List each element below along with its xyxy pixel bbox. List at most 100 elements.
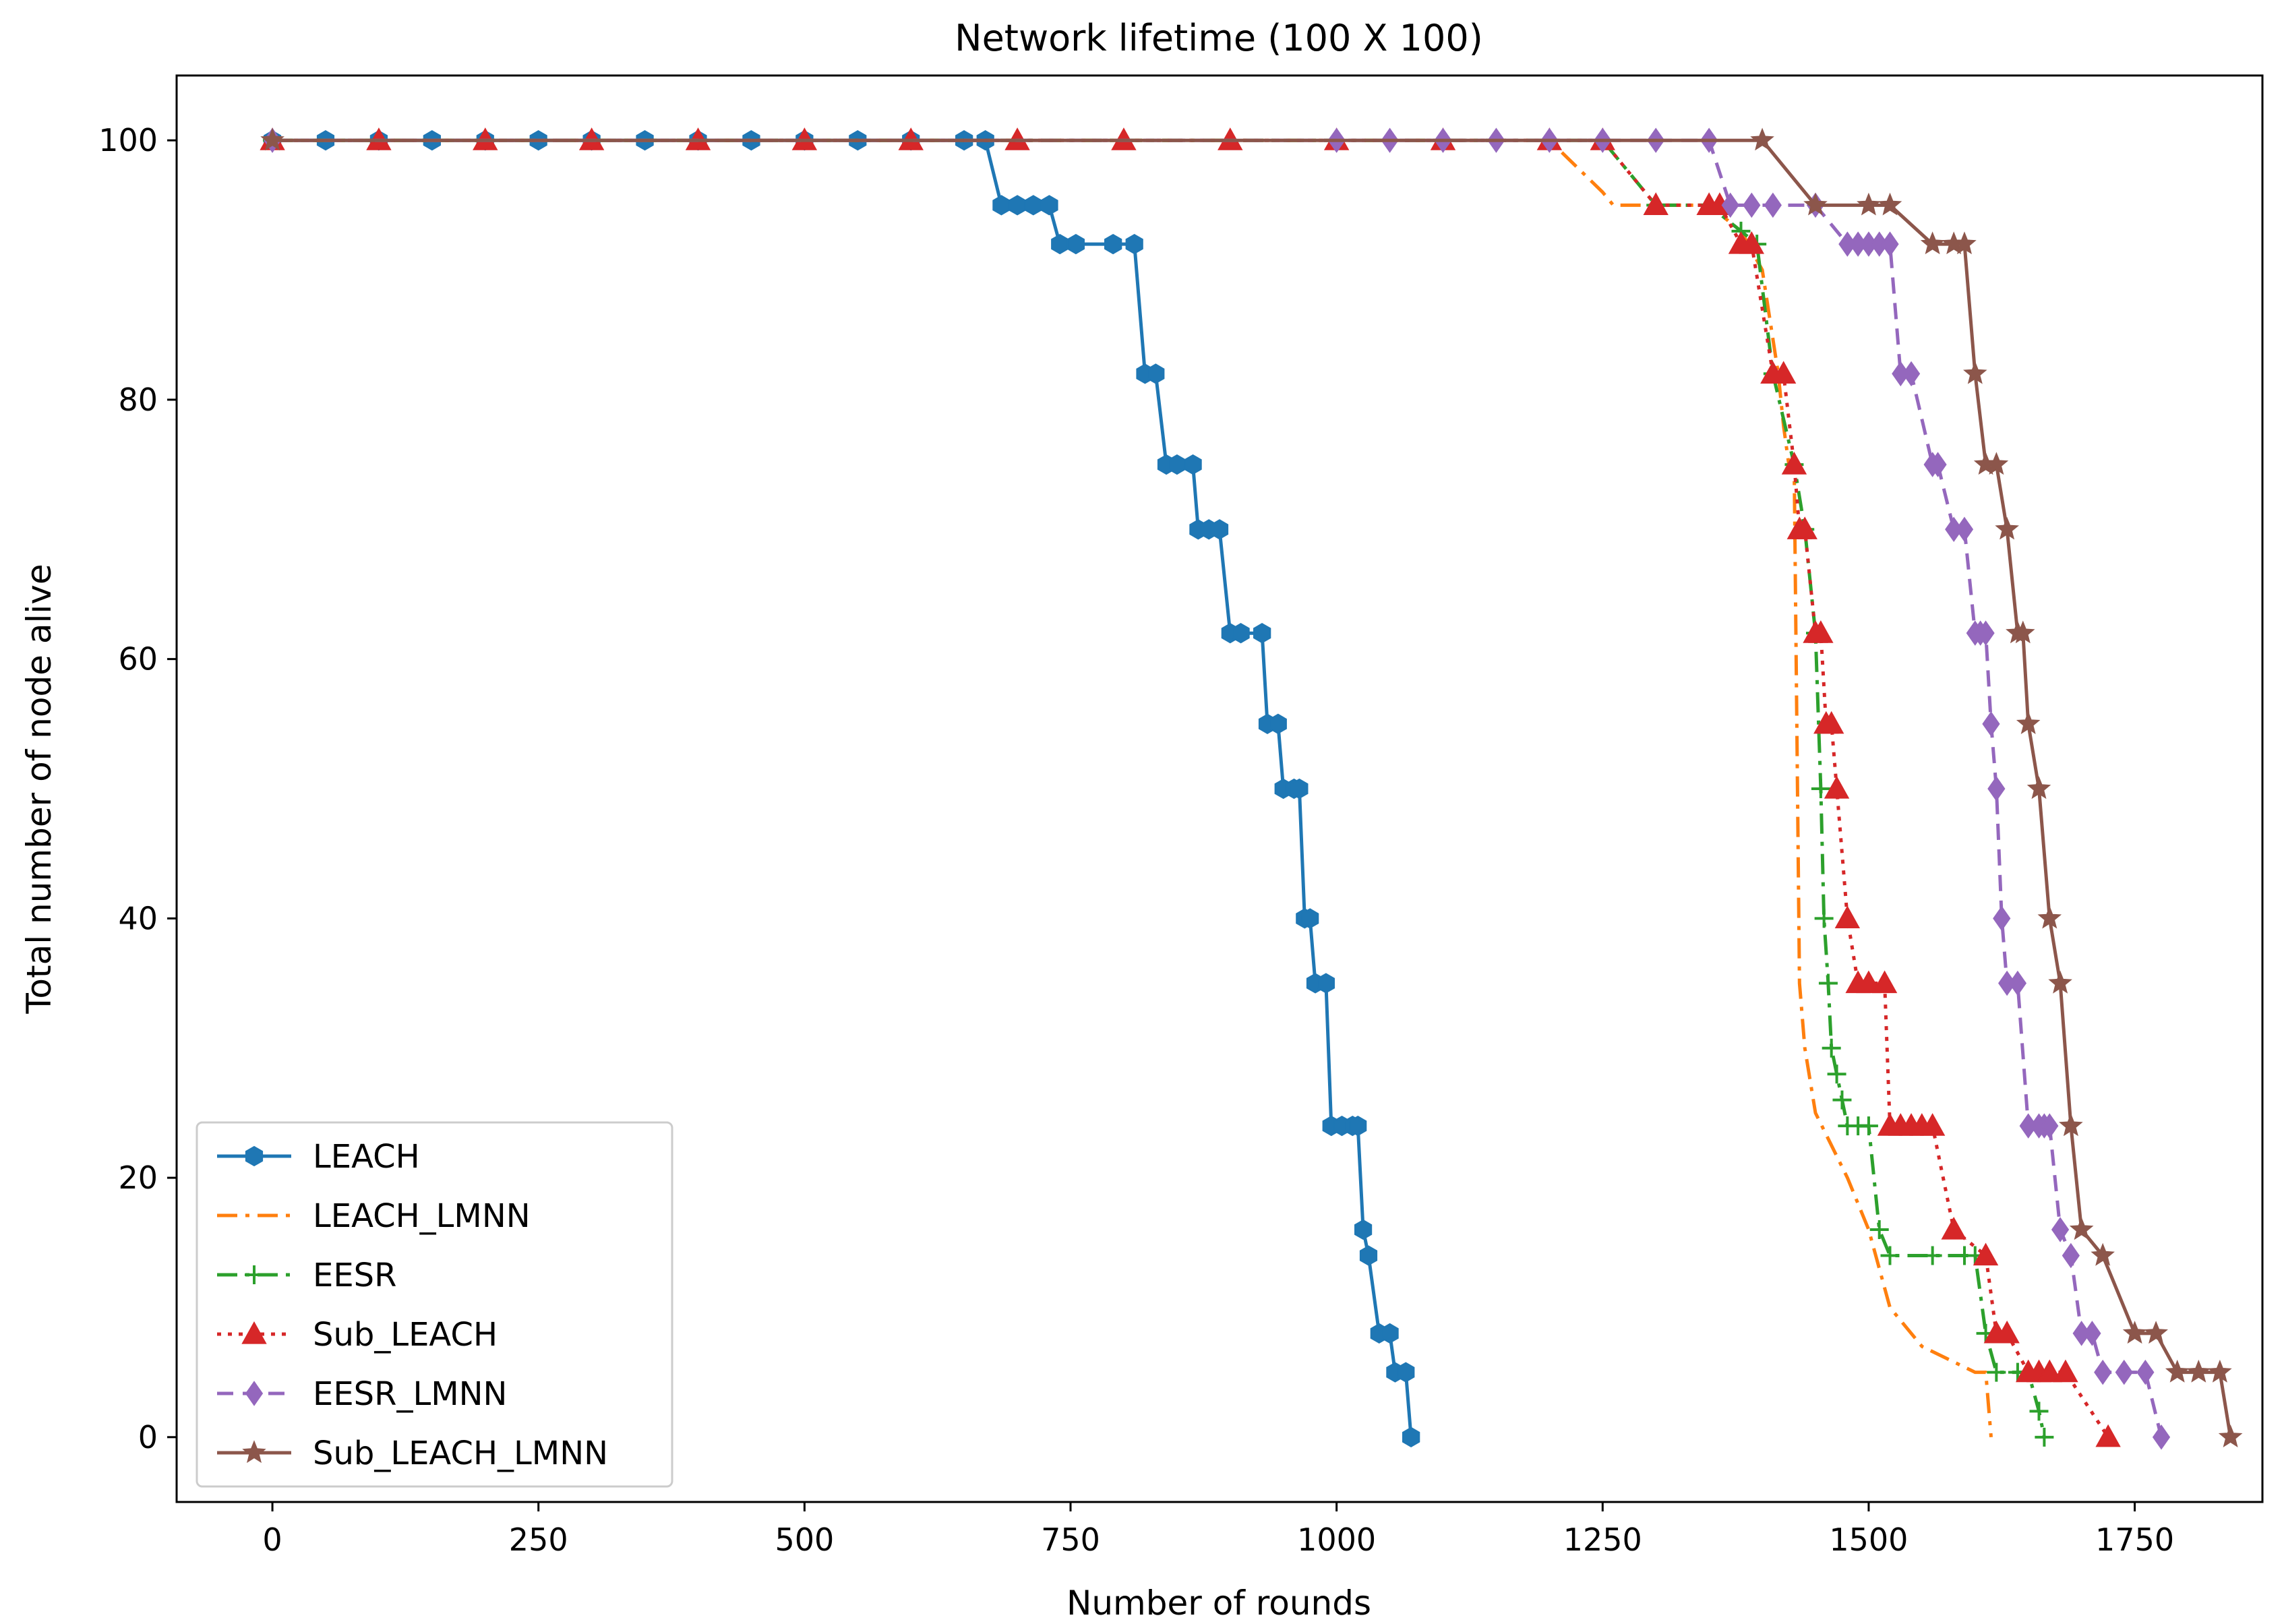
y-tick-label: 20	[118, 1160, 158, 1196]
x-tick-label: 1750	[2095, 1522, 2174, 1558]
data-point	[2062, 1242, 2080, 1269]
data-point	[1397, 1362, 1415, 1383]
legend-label: Sub_LEACH_LMNN	[313, 1435, 608, 1472]
data-point	[1008, 195, 1027, 216]
data-point	[1856, 970, 1882, 994]
axis-ticks: 0 250 500 750 1000 1250 1500 1750 0 20 40 60 80 100	[98, 122, 2174, 1558]
data-point	[1832, 1090, 1852, 1110]
x-tick-label: 750	[1041, 1522, 1100, 1558]
x-tick-label: 0	[262, 1522, 282, 1558]
legend-label: Sub_LEACH	[313, 1316, 498, 1354]
data-point	[1827, 1064, 1846, 1084]
data-point	[1168, 454, 1186, 475]
x-axis-label: Number of rounds	[1066, 1584, 1371, 1623]
data-point	[1902, 361, 1921, 387]
data-point	[1877, 192, 1902, 216]
data-point	[1269, 713, 1287, 734]
data-point	[1871, 970, 1898, 994]
data-point	[1859, 1116, 1878, 1136]
legend-label: EESR	[313, 1257, 396, 1294]
data-point	[1818, 973, 1838, 993]
data-point	[2037, 905, 2062, 929]
data-point	[1381, 1323, 1399, 1344]
data-point	[1982, 711, 2000, 737]
data-point	[1349, 1115, 1367, 1137]
data-point	[2136, 1359, 2155, 1385]
data-point	[1317, 973, 1335, 994]
data-point	[2069, 1217, 2094, 1240]
data-point	[2152, 1424, 2171, 1450]
chart-title: Network lifetime (100 X 100)	[955, 17, 1483, 59]
legend-marker	[245, 1381, 264, 1406]
legend-marker	[245, 1265, 264, 1284]
data-point	[2008, 970, 2027, 996]
data-point	[2122, 1321, 2147, 1344]
data-point	[2115, 1359, 2133, 1385]
data-point	[1040, 195, 1058, 216]
data-point	[1814, 909, 1834, 928]
data-point	[1253, 623, 1271, 644]
legend-label: EESR_LMNN	[313, 1375, 507, 1413]
data-point	[1781, 452, 1807, 475]
data-point	[1881, 231, 1899, 257]
y-tick-label: 60	[118, 641, 158, 678]
data-point	[1792, 516, 1817, 539]
data-point	[1803, 192, 1828, 216]
data-point	[1973, 1242, 1999, 1266]
data-point	[2011, 620, 2035, 644]
data-point	[1104, 233, 1122, 255]
data-point	[2035, 1427, 2054, 1447]
data-point	[1232, 623, 1250, 644]
data-point	[1743, 192, 1761, 218]
data-point	[2091, 1242, 2115, 1266]
x-tick-label: 1250	[1563, 1522, 1642, 1558]
data-point	[1147, 363, 1165, 384]
data-point	[2094, 1359, 2112, 1385]
data-point	[2026, 776, 2051, 800]
data-point	[1354, 1219, 1373, 1240]
data-point	[2144, 1321, 2168, 1344]
data-point	[2051, 1217, 2070, 1242]
data-point	[992, 195, 1011, 216]
data-point	[1301, 908, 1319, 929]
legend-marker	[241, 1321, 267, 1344]
data-point	[1824, 775, 1850, 799]
legend: LEACH LEACH_LMNN EESR Sub_LEACH EESR_LMNN Sub…	[196, 1121, 673, 1488]
y-tick-label: 80	[118, 382, 158, 418]
data-point	[1920, 231, 1945, 255]
data-point	[1919, 1113, 1946, 1136]
data-point	[1834, 905, 1861, 928]
data-point	[2041, 1113, 2059, 1139]
x-tick-label: 500	[775, 1522, 834, 1558]
data-point	[1066, 233, 1085, 255]
data-point	[1818, 711, 1844, 734]
data-point	[1857, 192, 1881, 216]
legend-label: LEACH_LMNN	[313, 1197, 531, 1235]
data-point	[1822, 1038, 1841, 1058]
data-point	[1929, 452, 1947, 477]
data-point	[1290, 778, 1309, 800]
data-point	[1051, 233, 1069, 255]
data-point	[2029, 1402, 2049, 1421]
series-leach	[263, 130, 1420, 1447]
data-point	[2083, 1321, 2101, 1346]
data-point	[1739, 231, 1764, 254]
data-point	[1977, 620, 1995, 646]
data-point	[1984, 452, 2009, 475]
data-point	[2186, 1359, 2211, 1383]
legend-label: LEACH	[313, 1138, 420, 1176]
y-tick-label: 100	[98, 122, 158, 158]
data-point	[1963, 361, 1987, 384]
data-point	[1987, 776, 2006, 802]
y-tick-label: 40	[118, 900, 158, 936]
data-point	[1721, 192, 1739, 218]
data-point	[1764, 192, 1782, 218]
data-point	[1643, 192, 1669, 215]
data-point	[2095, 1424, 2121, 1447]
data-point	[1923, 1246, 1942, 1265]
series-group	[260, 127, 2243, 1450]
data-point	[1941, 1216, 1966, 1240]
data-point	[1402, 1426, 1420, 1447]
data-point	[1750, 127, 1774, 151]
data-point	[2059, 1113, 2083, 1137]
